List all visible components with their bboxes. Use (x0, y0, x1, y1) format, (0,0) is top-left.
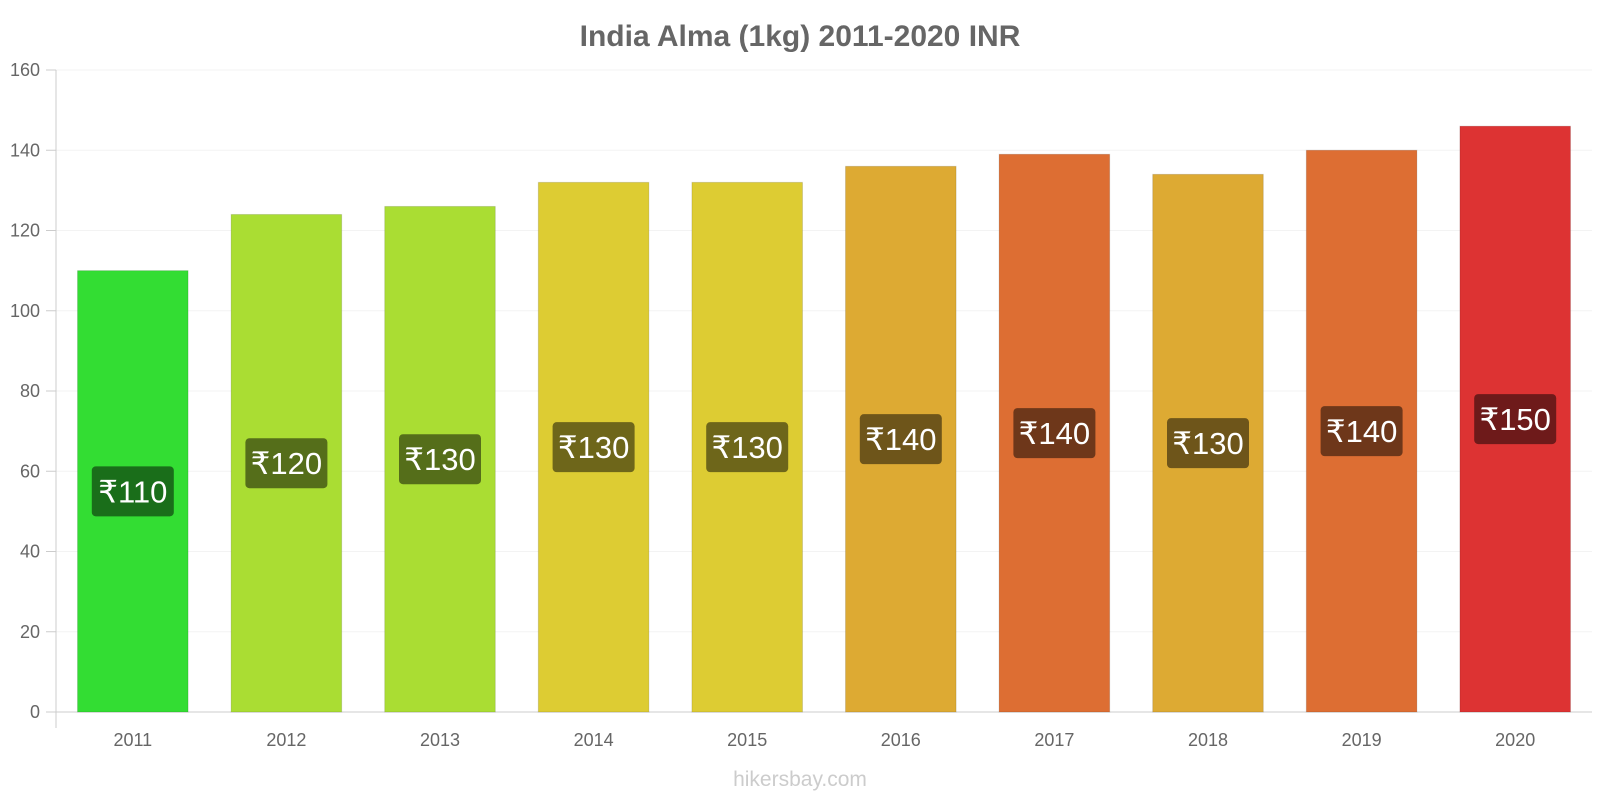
x-tick-label: 2019 (1342, 730, 1382, 750)
data-label: ₹120 (251, 446, 322, 481)
data-label: ₹110 (98, 474, 167, 509)
data-label-box (1320, 406, 1403, 457)
x-tick-label: 2011 (113, 730, 152, 750)
y-tick-label: 140 (10, 140, 40, 160)
y-tick-label: 0 (30, 702, 40, 722)
data-label: ₹130 (1172, 426, 1243, 461)
x-tick-label: 2020 (1495, 730, 1535, 750)
data-label: ₹140 (1326, 414, 1397, 449)
x-tick-label: 2015 (727, 730, 767, 750)
y-tick-label: 160 (10, 60, 40, 80)
x-tick-label: 2018 (1188, 730, 1228, 750)
data-label: ₹140 (1019, 416, 1090, 451)
y-tick-label: 100 (10, 301, 40, 321)
x-tick-label: 2014 (574, 730, 614, 750)
data-label-box (1167, 418, 1249, 469)
data-label: ₹130 (404, 442, 475, 477)
chart-title: India Alma (1kg) 2011-2020 INR (580, 20, 1021, 53)
data-label-box (552, 422, 635, 473)
data-label-box (399, 434, 481, 485)
x-tick-label: 2017 (1034, 730, 1074, 750)
y-tick-label: 60 (20, 461, 40, 481)
y-tick-label: 20 (20, 622, 40, 642)
x-tick-label: 2016 (881, 730, 921, 750)
data-label-box (1013, 408, 1096, 459)
data-label-box (245, 438, 328, 489)
x-tick-label: 2013 (420, 730, 460, 750)
data-label: ₹140 (865, 422, 936, 457)
y-tick-labels: 0 20 40 60 80 100 120 140 160 (10, 60, 40, 722)
y-tick-label: 80 (20, 381, 40, 401)
x-tick-label: 2012 (266, 730, 306, 750)
y-tick-label: 120 (10, 221, 40, 241)
watermark: hikersbay.com (733, 768, 867, 791)
data-label: ₹150 (1479, 402, 1550, 437)
data-label-box (859, 414, 942, 465)
y-tick-label: 40 (20, 542, 40, 562)
data-label-box (91, 466, 174, 517)
data-label: ₹130 (711, 430, 782, 465)
data-label-box (1474, 394, 1557, 445)
data-label: ₹130 (558, 430, 629, 465)
bar-labels: ₹110 ₹120 ₹130 ₹130 ₹130 ₹140 ₹140 ₹130 ₹140 ₹150 (91, 394, 1557, 517)
x-tick-labels: 2011 2012 2013 2014 2015 2016 2017 2018 2019 2020 (113, 730, 1535, 750)
data-label-box (706, 422, 789, 473)
